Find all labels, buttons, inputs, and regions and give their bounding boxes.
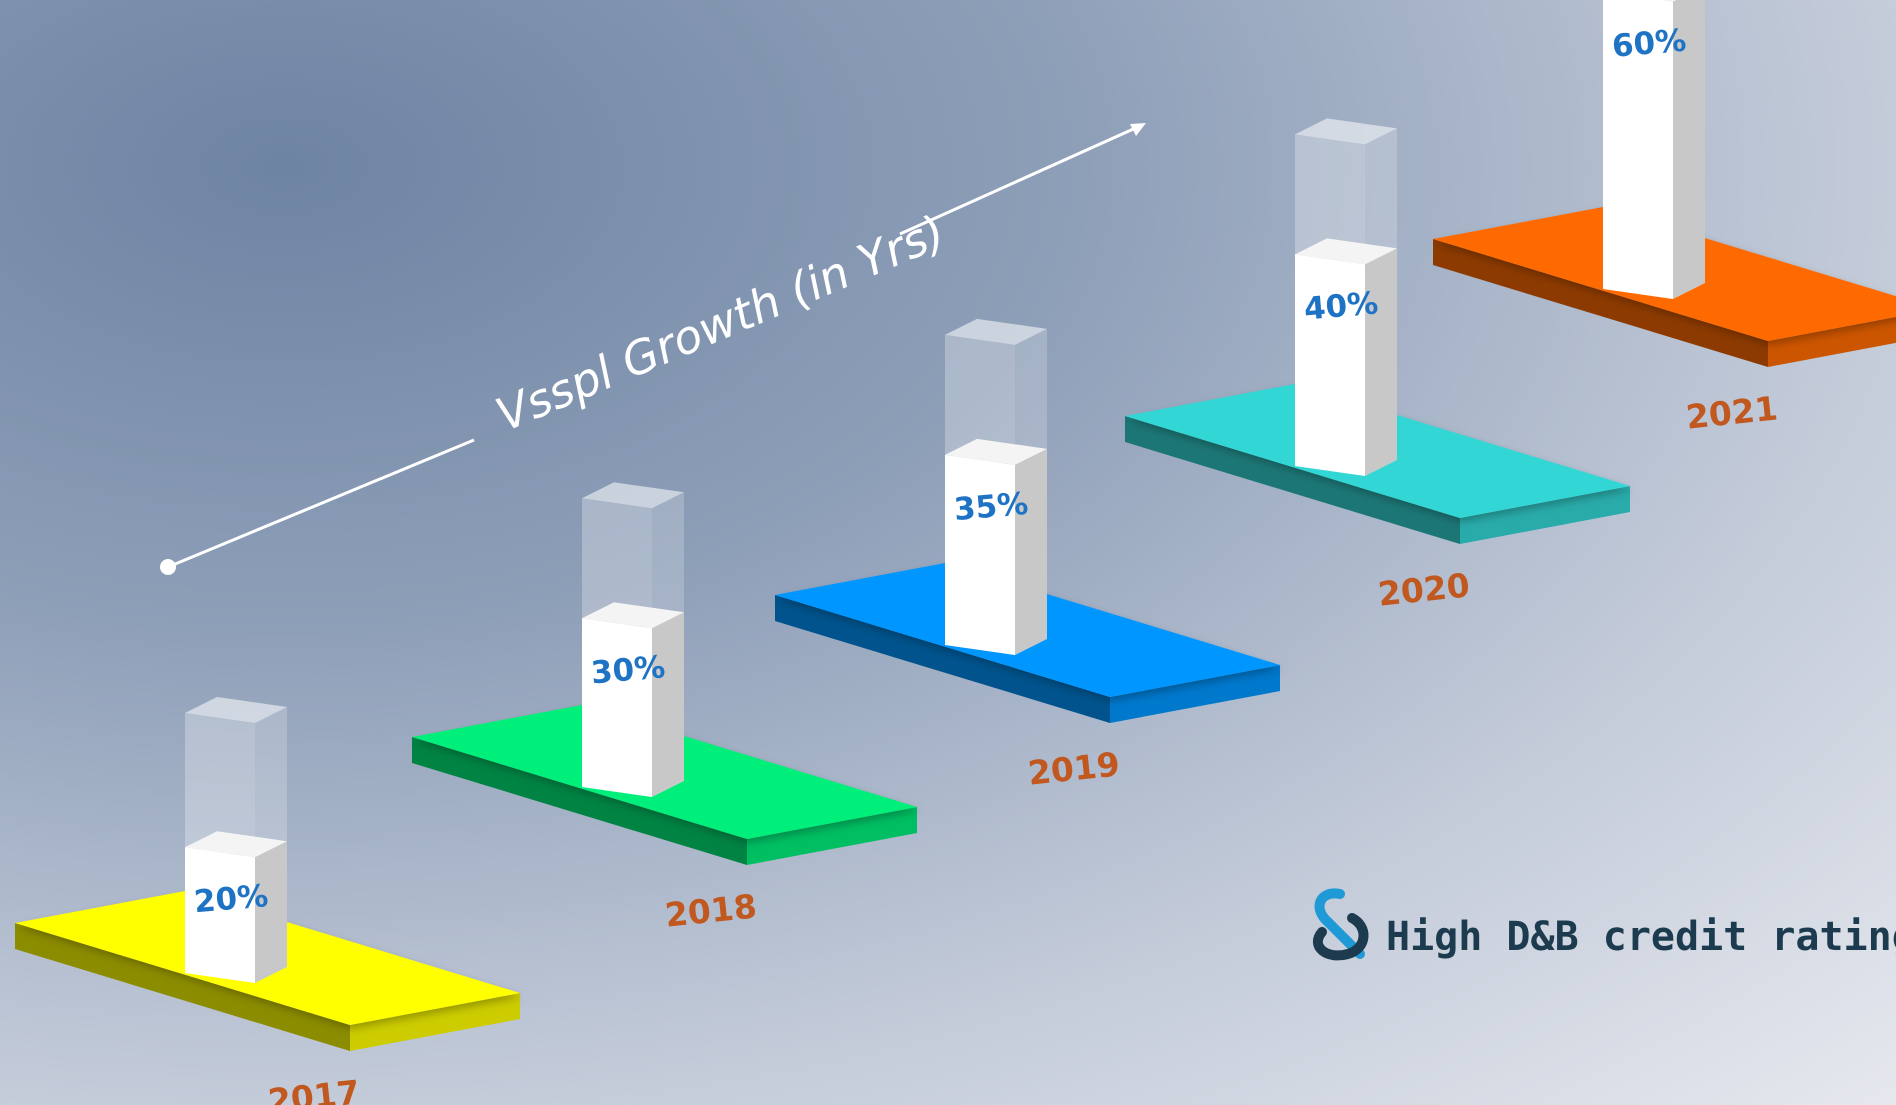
platform-front-2020 [1460,486,1630,544]
bar-side-2020 [1365,248,1397,476]
bars-group: 20% 2017 30% 2018 35% 2019 40% 2020 60% 2021 [15,0,1896,1105]
title-arrow [160,123,1146,575]
tube-ghost-top-2019 [945,318,1047,345]
platform-front-2018 [747,807,917,865]
bar-top-2019 [945,438,1047,465]
badge-text: High D&B credit rating [1386,914,1896,960]
bar-top-2020 [1295,238,1397,265]
platform-front-2021 [1768,316,1896,367]
bar-side-2017 [255,841,287,983]
value-label-2020: 40% [1303,285,1380,327]
value-label-2018: 30% [590,649,667,691]
bar-top-2021 [1661,0,1677,2]
bar-front-2020 [1295,254,1365,476]
platform-front-2017 [350,993,520,1051]
platform-side-2019 [775,595,1110,723]
credit-badge: High D&B credit rating [1312,888,1896,961]
ampersand-logo-icon [1312,888,1369,961]
year-label-2021: 2021 [1684,388,1779,436]
bar-front-2021 [1603,0,1673,299]
platform-side-2017 [15,923,350,1051]
bar-front-2018 [582,618,652,797]
chart-title: Vsspl Growth (in Yrs) [488,204,952,442]
platform-side-2018 [412,737,747,865]
bar-side-2021 [1673,0,1705,299]
year-label-2018: 2018 [663,886,758,934]
bar-top-2018 [582,602,684,629]
tube-ghost-top-2018 [582,482,684,509]
value-label-2019: 35% [953,486,1030,528]
platform-side-2020 [1125,416,1460,544]
bar-front-2017 [185,847,255,983]
bar-side-2019 [1015,448,1047,655]
value-label-2017: 20% [193,878,270,920]
bar-front-2019 [945,454,1015,655]
value-label-2021: 60% [1611,22,1688,64]
bar-top-2017 [185,831,287,858]
platform-side-2021 [1433,239,1768,367]
year-label-2020: 2020 [1376,565,1471,613]
tube-ghost-top-2020 [1295,118,1397,145]
bar-side-2018 [652,612,684,797]
tube-ghost-top-2017 [185,697,287,723]
platform-front-2019 [1110,665,1280,723]
year-label-2017: 2017 [266,1072,361,1105]
year-label-2019: 2019 [1026,744,1121,792]
